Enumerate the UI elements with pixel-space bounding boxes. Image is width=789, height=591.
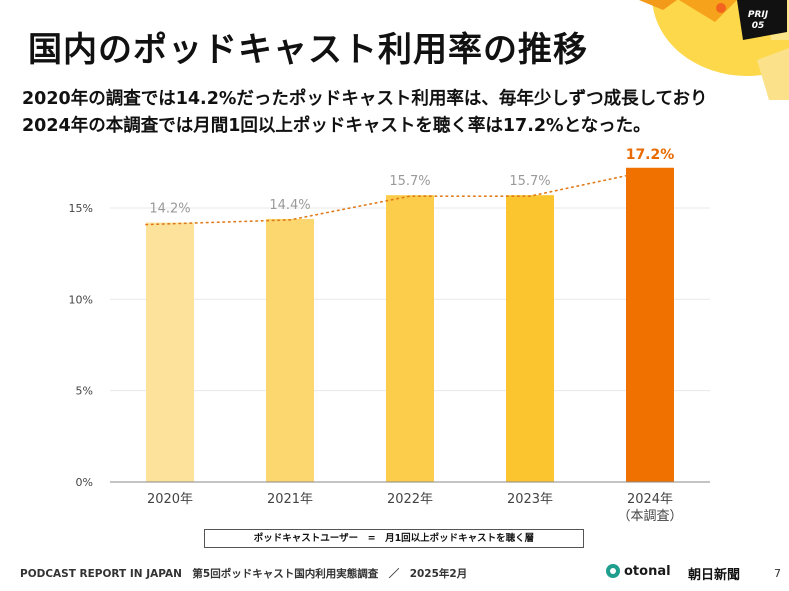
y-tick-label: 5% — [76, 385, 93, 398]
subtitle-line-1: 2020年の調査では14.2%だったポッドキャスト利用率は、毎年少しずつ成長して… — [22, 89, 708, 109]
otonal-logo: otonal — [606, 563, 671, 579]
x-category-label: 2024年 — [627, 492, 673, 507]
y-tick-label: 15% — [69, 202, 93, 215]
trend-line — [145, 174, 627, 226]
x-category-label: 2021年 — [267, 492, 313, 507]
corner-shape-light — [757, 48, 789, 100]
bar-value-label: 15.7% — [389, 174, 430, 189]
bar-value-label: 14.4% — [269, 198, 310, 213]
x-category-sublabel: （本調査） — [617, 509, 682, 524]
bar-value-label: 14.2% — [149, 202, 190, 217]
bar — [626, 167, 674, 483]
corner-decoration — [639, 0, 789, 100]
x-category-label: 2020年 — [147, 492, 193, 507]
bar — [146, 222, 194, 483]
corner-shape-dot — [716, 3, 726, 13]
otonal-logo-icon — [606, 564, 620, 578]
y-tick-label: 0% — [76, 476, 93, 489]
bar — [506, 195, 554, 482]
prij-badge — [737, 0, 787, 40]
bar-value-label: 15.7% — [509, 174, 550, 189]
legend-definition-box: ポッドキャストユーザー = 月1回以上ポッドキャストを聴く層 — [204, 529, 584, 548]
bar — [386, 195, 434, 482]
y-tick-label: 10% — [69, 293, 93, 306]
page-title: 国内のポッドキャスト利用率の推移 — [28, 30, 588, 70]
subtitle-line-2: 2024年の本調査では月間1回以上ポッドキャストを聴く率は17.2%となった。 — [22, 116, 651, 136]
x-category-label: 2023年 — [507, 492, 553, 507]
prij-badge-label: PRIJ 05 — [747, 10, 769, 31]
asahi-logo: 朝日新聞 — [688, 568, 741, 583]
page-number: 7 — [774, 567, 781, 580]
x-category-label: 2022年 — [387, 492, 433, 507]
bar — [266, 218, 314, 483]
footer-source: PODCAST REPORT IN JAPAN 第5回ポッドキャスト国内利用実態… — [20, 568, 468, 580]
corner-shape-stripe — [639, 0, 677, 10]
page-subtitle: 2020年の調査では14.2%だったポッドキャスト利用率は、毎年少しずつ成長して… — [22, 86, 708, 140]
bar-value-label: 17.2% — [626, 147, 675, 163]
otonal-logo-text: otonal — [624, 563, 671, 579]
